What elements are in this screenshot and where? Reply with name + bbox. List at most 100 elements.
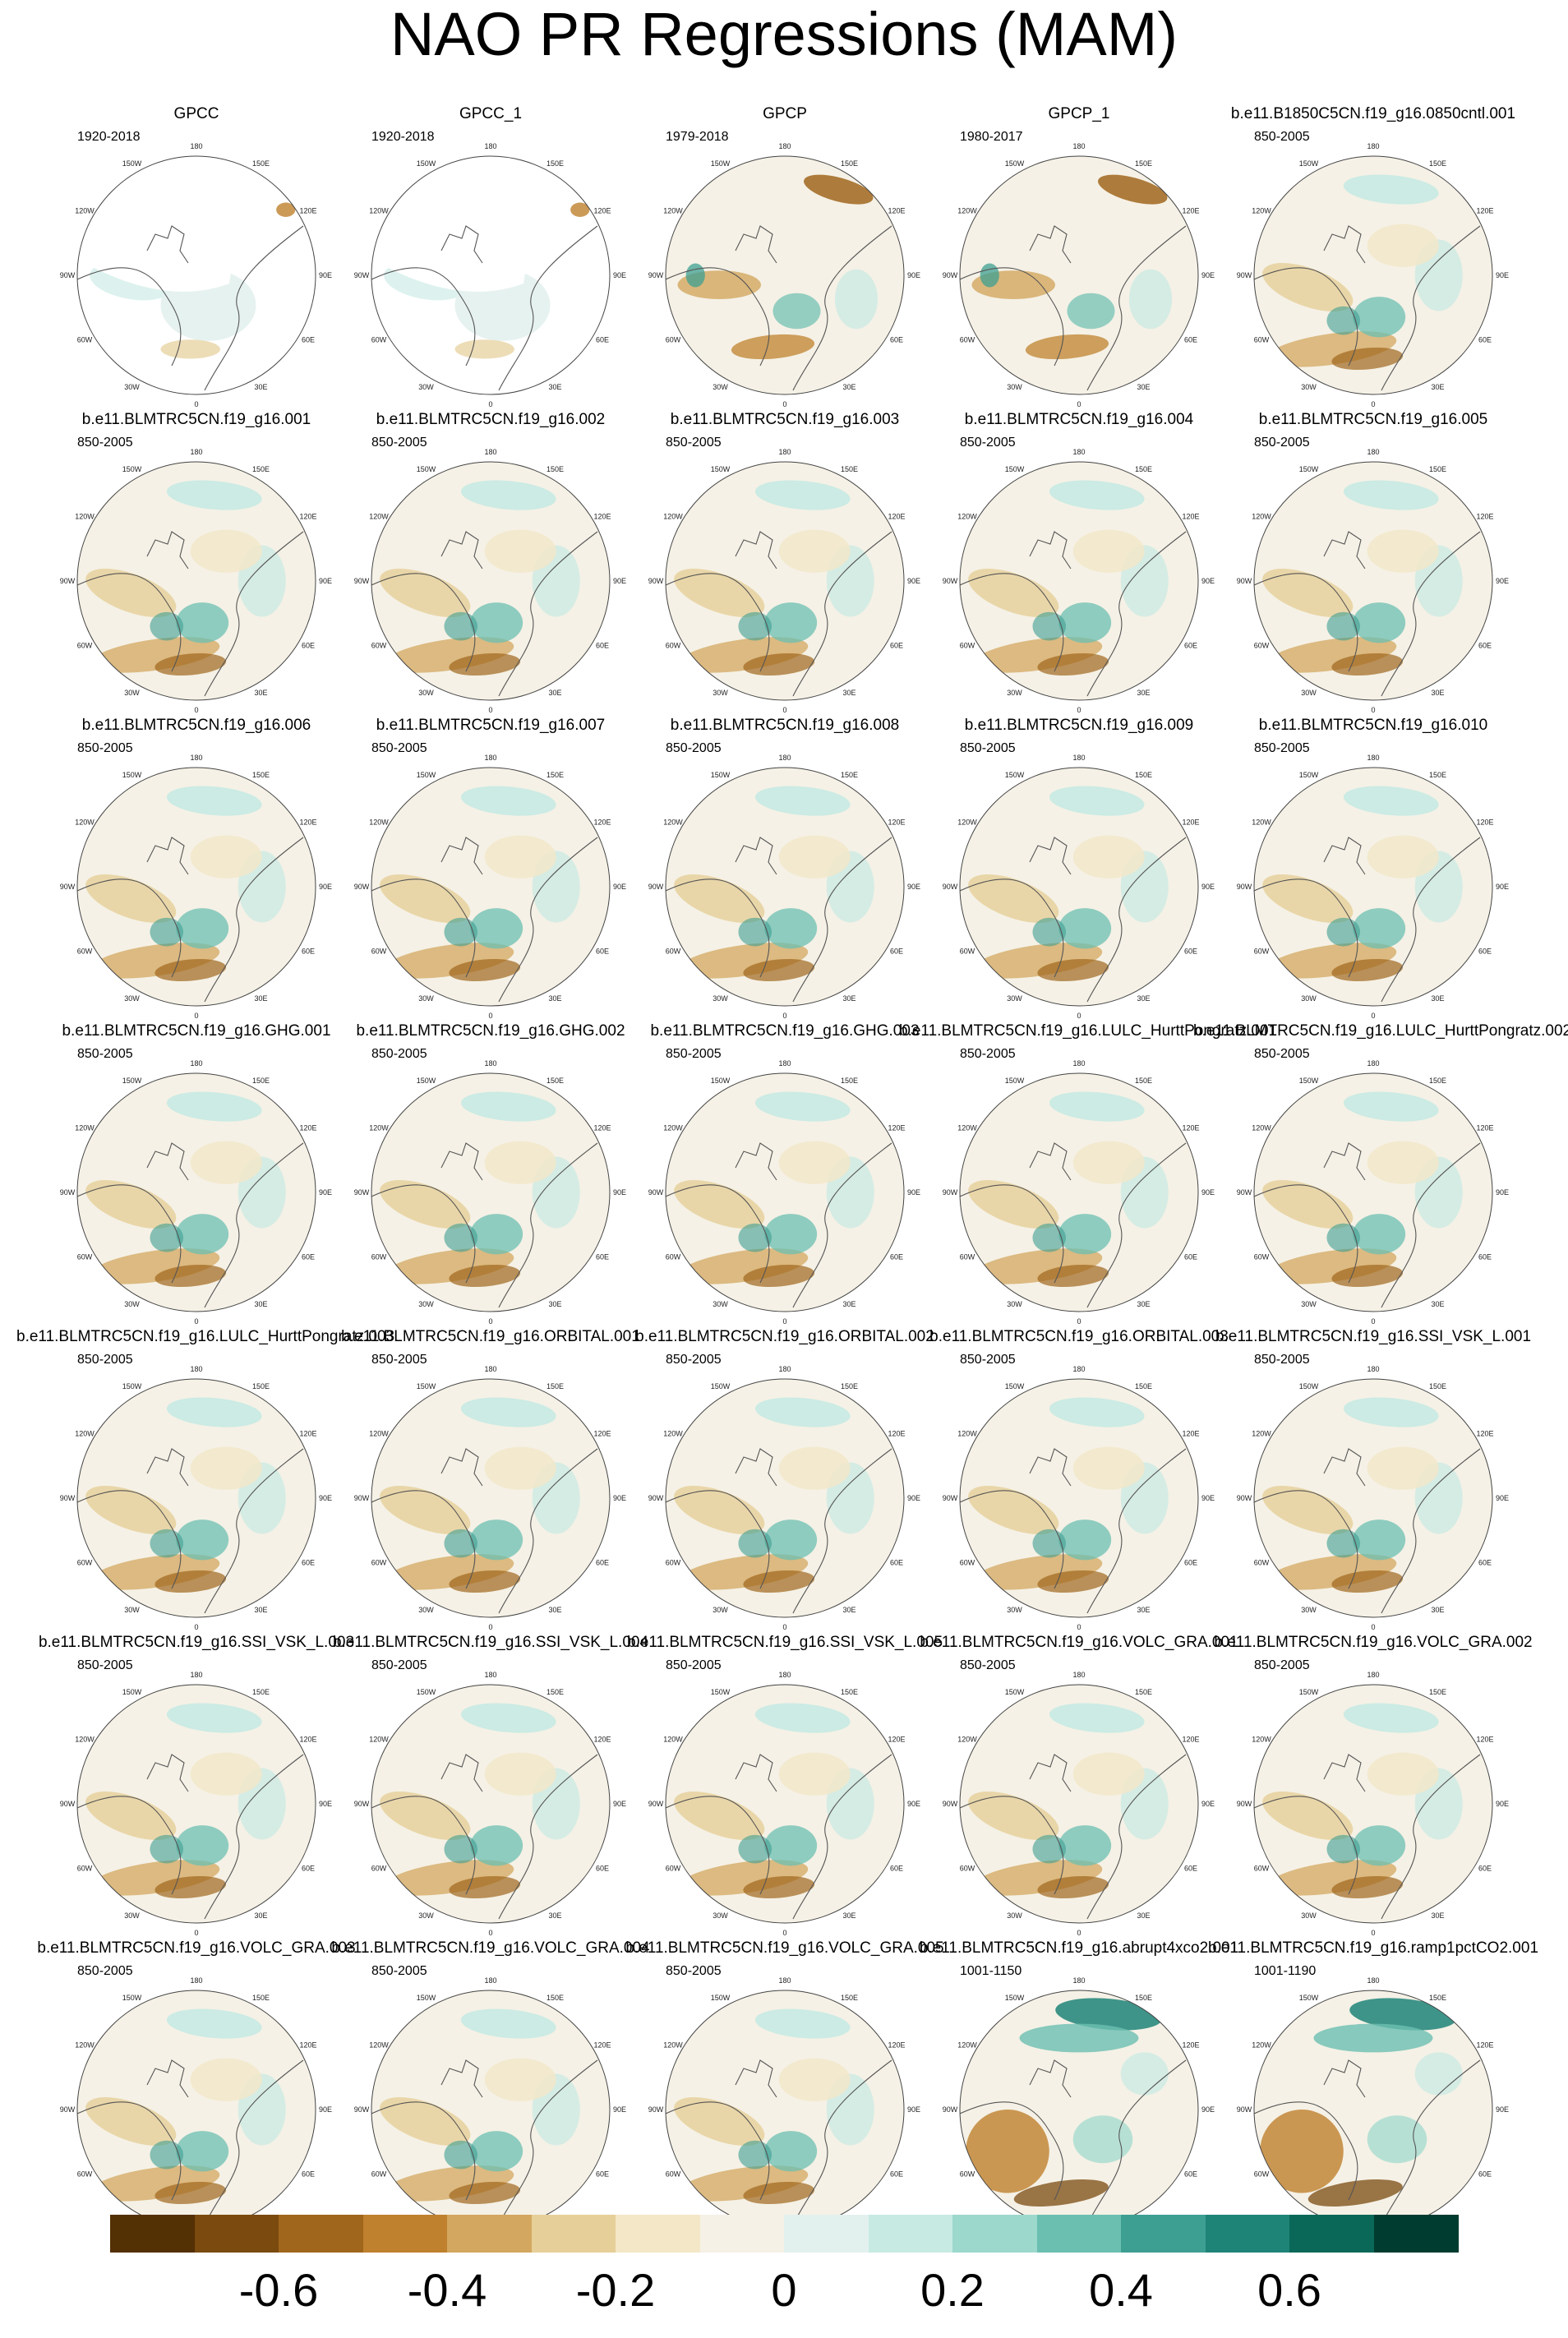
longitude-label: 90E (1201, 883, 1215, 891)
anomaly-shading (1013, 2179, 1109, 2207)
map-boundary (959, 1684, 1199, 1924)
panel-title: b.e11.BLMTRC5CN.f19_g16.ramp1pctCO2.001 (1207, 1939, 1539, 1957)
longitude-label: 150E (1429, 771, 1446, 779)
coastline (77, 837, 304, 1003)
anomaly-shading (674, 874, 765, 923)
longitude-label: 0 (194, 706, 198, 714)
longitude-label: 150W (417, 159, 436, 168)
longitude-label: 0 (1371, 706, 1375, 714)
longitude-label: 150E (1135, 1994, 1152, 2002)
longitude-label: 30E (1137, 1606, 1150, 1614)
longitude-label: 90W (60, 2105, 76, 2114)
longitude-label: 30E (1431, 383, 1444, 391)
longitude-label: 90W (354, 577, 370, 585)
longitude-label: 0 (488, 1012, 492, 1020)
map-boundary (959, 155, 1199, 395)
map-panel: b.e11.BLMTRC5CN.f19_g16.006 850-2005 180 15… (49, 717, 344, 1021)
anomaly-shading (1262, 1180, 1354, 1229)
anomaly-shading (276, 202, 296, 217)
panel-period: 850-2005 (960, 1047, 1016, 1061)
longitude-label: 60W (77, 948, 93, 956)
map-panel: b.e11.BLMTRC5CN.f19_g16.SSI_VSK_L.004 850… (333, 1634, 648, 1938)
longitude-label: 120W (1252, 1736, 1271, 1744)
longitude-label: 90E (1496, 271, 1509, 279)
anomaly-shading (1058, 1825, 1112, 1866)
longitude-label: 90E (907, 883, 920, 891)
anomaly-shading (1058, 1214, 1112, 1255)
map-panel: b.e11.BLMTRC5CN.f19_g16.SSI_VSK_L.003 850… (39, 1634, 354, 1938)
map-panel: GPCC 1920-2018 180 150E 120E 90E 60E 30E 0 30W 60W… (49, 105, 344, 409)
longitude-label: 150E (1429, 1077, 1446, 1085)
longitude-label: 150W (417, 1077, 436, 1085)
anomaly-shading (444, 1223, 478, 1252)
longitude-label: 90E (319, 883, 332, 891)
longitude-label: 90E (907, 2105, 920, 2114)
anomaly-shading (804, 174, 874, 205)
polar-map: 180 150E 120E 90E 60E 30E 0 30W 60W 90W 120W 150W (943, 754, 1215, 1020)
anomaly-shading (150, 1834, 184, 1864)
longitude-label: 30E (842, 994, 855, 1003)
anomaly-shading (1367, 1752, 1439, 1796)
longitude-label: 0 (488, 400, 492, 408)
map-background (666, 462, 904, 700)
map-background (77, 1073, 316, 1312)
longitude-label: 30W (418, 1300, 434, 1308)
longitude-label: 150E (841, 1077, 858, 1085)
colorbar-swatch (1121, 2215, 1206, 2253)
coastline (1254, 531, 1481, 697)
anomaly-shading (1032, 1834, 1067, 1864)
longitude-label: 90W (1237, 883, 1252, 891)
map-background (666, 1073, 904, 1312)
panel-period: 850-2005 (666, 436, 722, 450)
longitude-label: 30E (842, 1911, 855, 1920)
anomaly-shading (778, 1752, 851, 1796)
polar-map: 180 150E 120E 90E 60E 30E 0 30W 60W 90W 120W 150W (354, 448, 626, 714)
longitude-label: 0 (1371, 1317, 1375, 1326)
anomaly-shading (1326, 1529, 1361, 1558)
longitude-label: 90W (60, 1800, 76, 1808)
map-panel: b.e11.BLMTRC5CN.f19_g16.007 850-2005 180 15… (344, 717, 638, 1021)
longitude-label: 30W (713, 689, 728, 697)
longitude-label: 120E (888, 1430, 905, 1438)
longitude-label: 120E (1182, 513, 1199, 521)
map-background (960, 1073, 1198, 1312)
longitude-label: 180 (190, 1976, 202, 1985)
longitude-label: 90E (907, 271, 920, 279)
longitude-label: 60E (302, 1865, 315, 1873)
longitude-label: 150E (1135, 465, 1152, 473)
longitude-label: 30E (842, 1300, 855, 1308)
map-boundary (76, 1684, 316, 1924)
longitude-label: 90E (1201, 1188, 1215, 1197)
anomaly-shading (1367, 1141, 1439, 1184)
coastline (1254, 1142, 1481, 1308)
map-panel: b.e11.BLMTRC5CN.f19_g16.002 850-2005 180 15… (344, 411, 638, 715)
longitude-label: 120W (369, 1124, 389, 1132)
anomaly-shading (484, 1141, 556, 1184)
longitude-label: 180 (1367, 1059, 1379, 1068)
panel-period: 850-2005 (666, 1964, 722, 1978)
anomaly-shading (166, 2008, 262, 2039)
anomaly-shading (484, 1752, 556, 1796)
longitude-label: 60E (1478, 1865, 1492, 1873)
longitude-label: 30W (1301, 1300, 1317, 1308)
longitude-label: 150W (122, 465, 142, 473)
longitude-label: 150E (1429, 159, 1446, 168)
anomaly-shading (460, 480, 556, 510)
anomaly-shading (484, 835, 556, 878)
panel-title: b.e11.BLMTRC5CN.f19_g16.006 (81, 717, 311, 734)
map-background (1254, 462, 1492, 700)
anomaly-shading (190, 835, 262, 878)
colorbar-tick-label: -0.2 (575, 2264, 656, 2316)
anomaly-shading (968, 569, 1059, 617)
longitude-label: 120E (299, 819, 316, 827)
polar-map: 180 150E 120E 90E 60E 30E 0 30W 60W 90W 120W 150W (1237, 754, 1509, 1020)
longitude-label: 150E (252, 1382, 270, 1390)
longitude-label: 60E (1478, 1253, 1492, 1261)
longitude-label: 60W (1254, 948, 1270, 956)
longitude-label: 120E (593, 1736, 611, 1744)
longitude-label: 60E (302, 336, 315, 344)
longitude-label: 90E (907, 1800, 920, 1808)
colorbar-tick-label: 0.2 (920, 2264, 985, 2316)
longitude-label: 30W (1301, 1911, 1317, 1920)
longitude-label: 90E (907, 1494, 920, 1502)
